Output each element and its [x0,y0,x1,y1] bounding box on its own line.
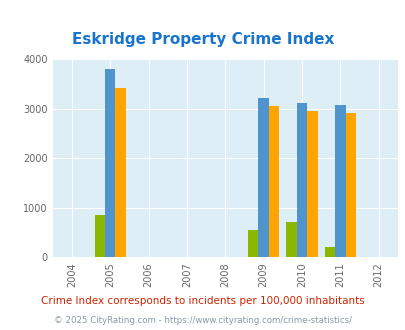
Text: Crime Index corresponds to incidents per 100,000 inhabitants: Crime Index corresponds to incidents per… [41,296,364,306]
Text: Eskridge Property Crime Index: Eskridge Property Crime Index [72,32,333,47]
Bar [335,105,345,257]
Bar [345,114,355,257]
Bar [324,248,335,257]
Bar [247,230,258,257]
Bar [307,112,317,257]
Text: © 2025 CityRating.com - https://www.cityrating.com/crime-statistics/: © 2025 CityRating.com - https://www.city… [54,316,351,325]
Bar [258,98,268,257]
Bar [105,69,115,257]
Bar [115,88,126,257]
Bar [286,222,296,257]
Bar [268,106,279,257]
Bar [94,215,105,257]
Bar [296,104,307,257]
